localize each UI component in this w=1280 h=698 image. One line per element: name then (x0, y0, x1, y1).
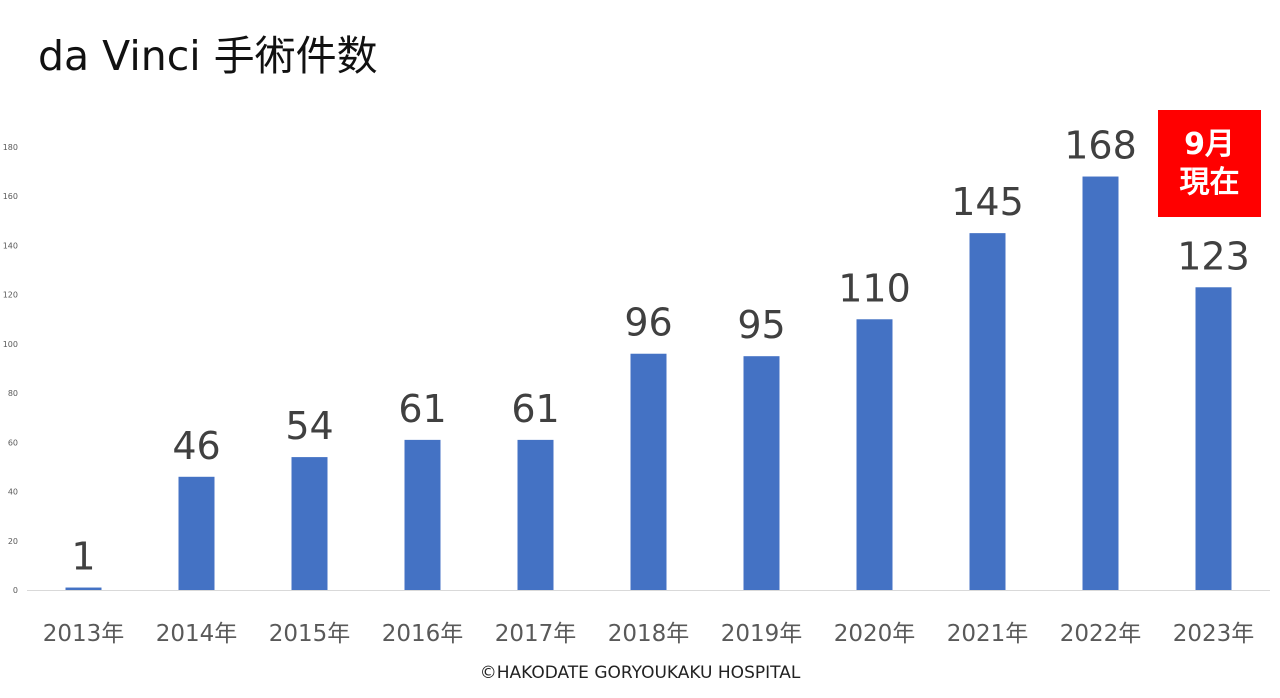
y-tick-label: 140 (3, 241, 18, 250)
bar (856, 319, 893, 590)
y-tick-label: 20 (8, 537, 18, 546)
x-tick-label: 2014年 (156, 621, 238, 647)
bar (404, 439, 441, 590)
badge-current: 現在 (1179, 164, 1240, 200)
y-tick-label: 120 (3, 291, 18, 300)
data-label: 168 (1064, 124, 1137, 168)
y-tick-label: 100 (3, 340, 18, 349)
bar (969, 233, 1006, 590)
bar (291, 457, 328, 590)
bar (1195, 287, 1232, 590)
x-tick-label: 2016年 (382, 621, 464, 647)
x-tick-label: 2015年 (269, 621, 351, 647)
bar (1082, 176, 1119, 591)
data-label: 61 (511, 387, 559, 431)
data-label: 145 (951, 180, 1024, 224)
as-of-september-badge: 9月 現在 (1158, 110, 1261, 217)
data-label: 54 (285, 404, 333, 448)
y-tick-label: 40 (8, 488, 18, 497)
x-tick-label: 2017年 (495, 621, 577, 647)
y-tick-label: 0 (13, 586, 18, 595)
badge-month: 9月 (1184, 126, 1235, 162)
x-tick-label: 2020年 (834, 621, 916, 647)
data-label: 95 (737, 303, 785, 347)
bar (743, 356, 780, 590)
x-tick-label: 2019年 (721, 621, 803, 647)
x-tick-label: 2013年 (43, 621, 125, 647)
bar (517, 439, 554, 590)
chart-title: da Vinci 手術件数 (38, 32, 378, 80)
data-label: 123 (1177, 234, 1250, 278)
x-tick-label: 2023年 (1173, 621, 1255, 647)
x-tick-label: 2022年 (1060, 621, 1142, 647)
data-label: 96 (624, 301, 672, 345)
bar (630, 353, 667, 590)
data-label: 61 (398, 387, 446, 431)
y-tick-label: 80 (8, 389, 18, 398)
y-tick-label: 60 (8, 438, 18, 447)
y-tick-label: 160 (3, 192, 18, 201)
bar (65, 587, 102, 590)
y-tick-label: 180 (3, 143, 18, 152)
copyright-footer: ©HAKODATE GORYOUKAKU HOSPITAL (479, 663, 801, 683)
data-label: 1 (71, 535, 95, 579)
x-tick-label: 2021年 (947, 621, 1029, 647)
data-label: 46 (172, 424, 220, 468)
bar (178, 476, 215, 590)
data-label: 110 (838, 266, 911, 310)
x-tick-label: 2018年 (608, 621, 690, 647)
